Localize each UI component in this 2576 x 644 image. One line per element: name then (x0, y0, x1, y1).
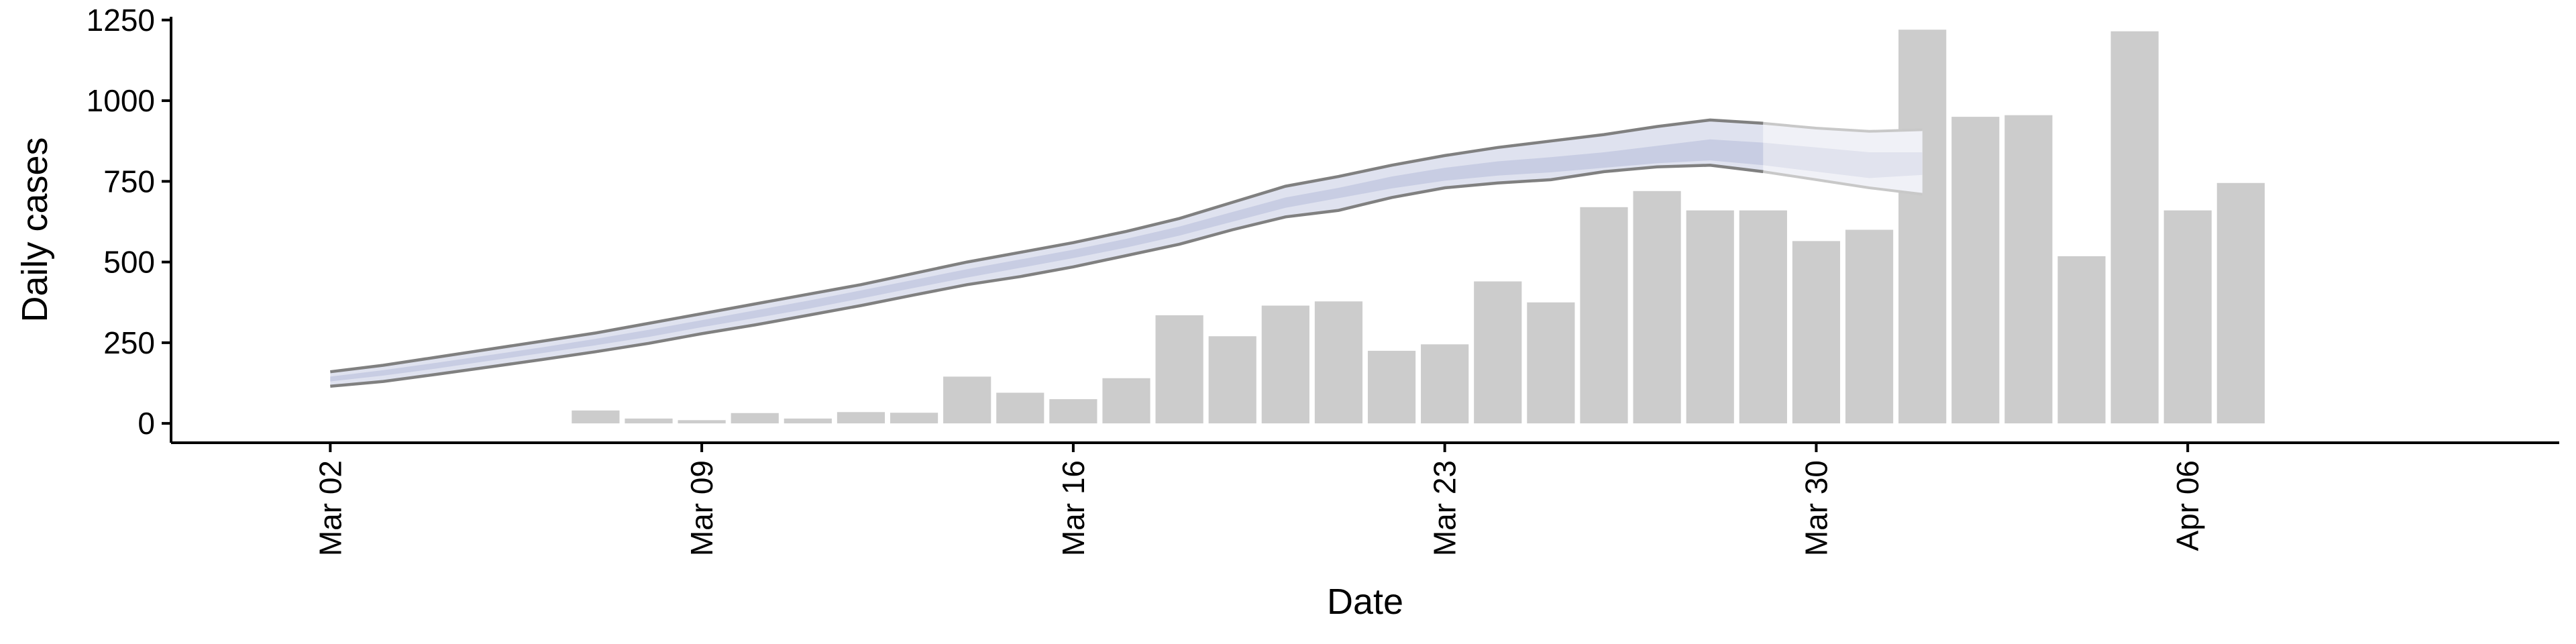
bar-2020-04-02 (1951, 117, 2000, 424)
bar-2020-03-11 (784, 418, 832, 424)
projection-upper-line (1763, 121, 1923, 133)
bar-series (572, 30, 2265, 424)
bar-2020-04-07 (2216, 182, 2265, 424)
bar-2020-03-30 (1792, 241, 1841, 424)
bar-2020-04-06 (2163, 210, 2212, 424)
y-tick-label-250: 250 (103, 325, 155, 360)
bar-2020-03-17 (1102, 378, 1150, 424)
projection-inner-band (1763, 142, 1923, 178)
x-tick-label-2020-03-02: Mar 02 (313, 460, 347, 556)
bar-2020-03-21 (1314, 301, 1363, 424)
estimate-lower-line (330, 164, 1764, 388)
bar-2020-03-23 (1421, 344, 1469, 424)
y-axis-title: Daily cases (15, 137, 55, 322)
bar-2020-03-20 (1261, 305, 1309, 424)
estimate-inner-band (330, 139, 1764, 382)
y-tick-label-0: 0 (138, 406, 155, 441)
x-tick-label-2020-03-16: Mar 16 (1056, 460, 1091, 556)
bar-2020-03-15 (996, 392, 1044, 424)
y-tick-label-1250: 1250 (87, 3, 155, 38)
estimate-bands (330, 118, 1923, 388)
x-tick-label-2020-03-09: Mar 09 (684, 460, 719, 556)
x-axis-title: Date (1327, 582, 1403, 622)
bar-2020-03-16 (1049, 399, 1097, 424)
bar-2020-04-01 (1898, 30, 1947, 424)
y-tick-label-750: 750 (103, 164, 155, 199)
bar-2020-03-27 (1633, 191, 1681, 424)
x-tick-label-2020-03-30: Mar 30 (1799, 460, 1833, 556)
bar-2020-03-19 (1208, 336, 1256, 424)
bar-2020-03-18 (1155, 315, 1203, 424)
y-tick-label-500: 500 (103, 245, 155, 280)
bar-2020-03-26 (1580, 207, 1628, 424)
bar-2020-04-04 (2057, 256, 2106, 424)
bar-2020-04-05 (2110, 31, 2159, 424)
bar-2020-03-31 (1845, 229, 1894, 424)
bar-2020-03-28 (1686, 210, 1734, 424)
axes: 0 250 500 750 1000 1250 Mar 02 Mar 09 Mar 16 Mar … (87, 3, 2559, 556)
y-tick-label-1000: 1000 (87, 83, 155, 118)
bar-2020-03-25 (1527, 302, 1575, 424)
bar-2020-03-10 (731, 413, 779, 424)
bar-2020-04-03 (2004, 115, 2053, 424)
x-tick-label-2020-03-23: Mar 23 (1428, 460, 1462, 556)
bar-2020-03-12 (837, 412, 885, 424)
x-tick-label-2020-04-06: Apr 06 (2170, 460, 2205, 551)
estimate-upper-line (330, 118, 1764, 374)
bar-2020-03-24 (1474, 281, 1522, 424)
bar-2020-03-09 (678, 420, 726, 424)
bar-2020-03-08 (625, 418, 673, 424)
bar-2020-03-22 (1367, 350, 1416, 424)
estimate-outer-band (330, 119, 1764, 386)
bar-2020-03-14 (943, 376, 991, 424)
bar-2020-03-29 (1739, 210, 1787, 424)
bar-2020-03-13 (890, 413, 938, 424)
bar-2020-03-07 (572, 410, 620, 424)
projection-lower-line (1763, 170, 1923, 196)
